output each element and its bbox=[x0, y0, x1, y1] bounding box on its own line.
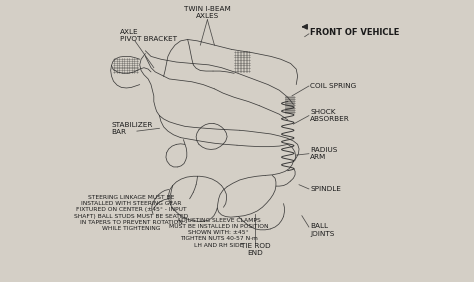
Text: TWIN I-BEAM
AXLES: TWIN I-BEAM AXLES bbox=[184, 6, 231, 19]
Text: STEERING LINKAGE MUST BE
INSTALLED WITH STEERING GEAR
FIXTURED ON CENTER (±45° -: STEERING LINKAGE MUST BE INSTALLED WITH … bbox=[74, 195, 188, 231]
Text: COIL SPRING: COIL SPRING bbox=[310, 83, 356, 89]
Text: ADJUSTING SLEEVE CLAMPS
MUST BE INSTALLED IN POSITION
SHOWN WITH: ±45°
TIGHTEN N: ADJUSTING SLEEVE CLAMPS MUST BE INSTALLE… bbox=[169, 218, 268, 248]
Text: SHOCK
ABSORBER: SHOCK ABSORBER bbox=[310, 109, 350, 122]
Text: FRONT OF VEHICLE: FRONT OF VEHICLE bbox=[310, 28, 400, 37]
Text: STABILIZER
BAR: STABILIZER BAR bbox=[111, 122, 153, 135]
Text: BALL
JOINTS: BALL JOINTS bbox=[310, 223, 335, 237]
Text: TIE ROD
END: TIE ROD END bbox=[240, 243, 270, 256]
Text: RADIUS
ARM: RADIUS ARM bbox=[310, 147, 337, 160]
Text: AXLE
PIVOT BRACKET: AXLE PIVOT BRACKET bbox=[120, 28, 177, 42]
Text: SPINDLE: SPINDLE bbox=[310, 186, 341, 192]
